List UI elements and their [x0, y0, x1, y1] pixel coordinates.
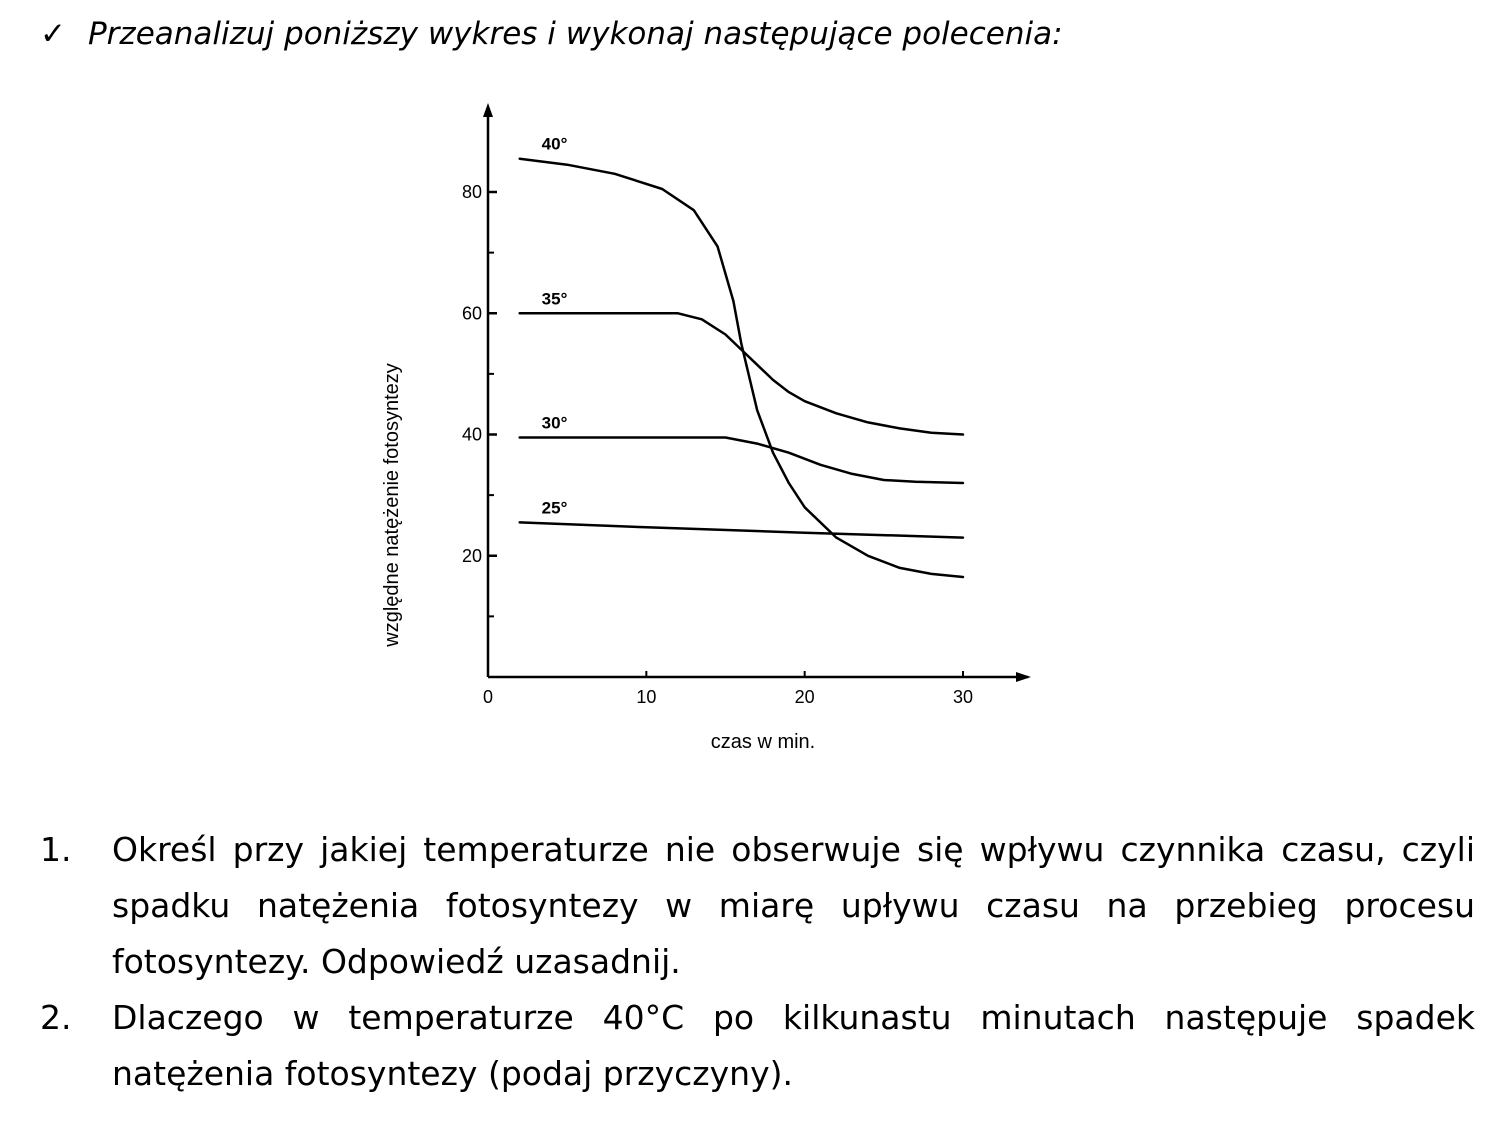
y-tick-label: 40 [462, 425, 482, 445]
chart-series: 40° 35° 30° 25° [518, 135, 965, 579]
y-tick-label: 20 [462, 546, 482, 566]
x-tick-label: 30 [953, 687, 973, 707]
question-list: 1. Określ przy jakiej temperaturze nie o… [40, 822, 1475, 1102]
instruction-line: ✓ Przeanalizuj poniższy wykres i wykonaj … [40, 16, 1063, 52]
y-tick-label: 60 [462, 303, 482, 323]
y-axis-title: względne natężenie fotosyntezy [381, 363, 403, 648]
series-label: 30° [542, 414, 568, 433]
question-number: 1. [40, 830, 72, 869]
x-axis-arrow [1016, 672, 1031, 682]
x-tick-label: 10 [636, 687, 656, 707]
chart-axes: 20 40 60 80 0 10 20 30 [462, 103, 1031, 707]
question-text: Określ przy jakiej temperaturze nie obse… [112, 830, 1475, 981]
question-item: 2. Dlaczego w temperaturze 40°C po kilku… [40, 990, 1475, 1102]
question-item: 1. Określ przy jakiej temperaturze nie o… [40, 822, 1475, 990]
photosynthesis-chart: 20 40 60 80 0 10 20 30 40° 35° 30° 25° czas w min.… [381, 103, 1031, 753]
question-number: 2. [40, 998, 72, 1037]
series-line [518, 157, 965, 579]
question-text: Dlaczego w temperaturze 40°C po kilkunas… [112, 998, 1475, 1093]
series-line [518, 436, 965, 485]
series-line [518, 521, 965, 539]
y-tick-label: 80 [462, 182, 482, 202]
series-label: 40° [542, 135, 568, 154]
check-icon: ✓ [40, 16, 66, 52]
series-line [518, 312, 965, 436]
x-tick-label: 20 [795, 687, 815, 707]
series-label: 35° [542, 289, 568, 308]
y-axis-arrow [483, 103, 493, 117]
instruction-text: Przeanalizuj poniższy wykres i wykonaj n… [87, 16, 1063, 52]
x-tick-label: 0 [483, 687, 493, 707]
x-axis-title: czas w min. [711, 731, 815, 753]
series-label: 25° [542, 498, 568, 517]
